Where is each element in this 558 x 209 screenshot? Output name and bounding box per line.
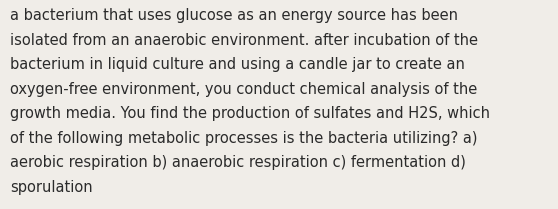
Text: aerobic respiration b) anaerobic respiration c) fermentation d): aerobic respiration b) anaerobic respira… <box>10 155 466 170</box>
Text: growth media. You find the production of sulfates and H2S, which: growth media. You find the production of… <box>10 106 490 121</box>
Text: of the following metabolic processes is the bacteria utilizing? a): of the following metabolic processes is … <box>10 131 478 146</box>
Text: bacterium in liquid culture and using a candle jar to create an: bacterium in liquid culture and using a … <box>10 57 465 72</box>
Text: sporulation: sporulation <box>10 180 93 195</box>
Text: isolated from an anaerobic environment. after incubation of the: isolated from an anaerobic environment. … <box>10 33 478 48</box>
Text: oxygen-free environment, you conduct chemical analysis of the: oxygen-free environment, you conduct che… <box>10 82 477 97</box>
Text: a bacterium that uses glucose as an energy source has been: a bacterium that uses glucose as an ener… <box>10 8 458 23</box>
